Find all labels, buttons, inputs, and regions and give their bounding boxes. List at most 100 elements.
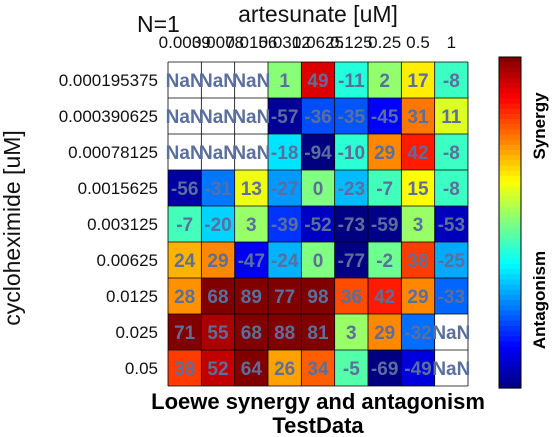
cell-value: 0 — [313, 179, 324, 200]
heatmap-cell — [368, 62, 402, 98]
colorbar-segment — [499, 269, 521, 275]
cell-value: -35 — [338, 107, 366, 128]
cell-value: -27 — [271, 179, 298, 200]
x-tick-label: 0.0312 — [259, 33, 311, 52]
cell-value: 88 — [274, 323, 295, 344]
heatmap-cell — [334, 62, 368, 98]
heatmap-cell — [268, 62, 302, 98]
heatmap-cell — [434, 62, 468, 98]
cell-value: 36 — [341, 287, 362, 308]
cell-value: 3 — [346, 323, 357, 344]
colorbar-segment — [499, 382, 521, 389]
colorbar-segment — [499, 113, 521, 120]
heatmap-cell — [234, 98, 268, 134]
colorbar-segment — [499, 238, 521, 244]
y-tick-label: 0.0125 — [106, 287, 158, 306]
cell-value: 2 — [379, 71, 390, 92]
cell-value: -73 — [338, 215, 365, 236]
heatmap-cell — [368, 350, 402, 386]
colorbar-segment — [499, 212, 521, 218]
cell-value: -11 — [338, 71, 365, 92]
heatmap-cell — [168, 278, 202, 314]
cell-value: 11 — [441, 107, 462, 128]
y-tick-label: 0.025 — [115, 323, 158, 342]
heatmap-cell — [401, 134, 435, 170]
colorbar-segment — [499, 284, 521, 291]
heatmap-cell — [234, 242, 268, 278]
chart-subtitle: TestData — [272, 413, 364, 437]
cell-value: -23 — [338, 179, 365, 200]
heatmap-grid — [167, 61, 469, 387]
heatmap-cell — [401, 98, 435, 134]
cell-value: -45 — [371, 107, 399, 128]
cell-value: -8 — [443, 143, 460, 164]
colorbar-segment — [499, 155, 521, 162]
heatmap-cell — [234, 314, 268, 350]
cell-value: 3 — [246, 215, 257, 236]
cell-value: -5 — [343, 359, 360, 380]
cell-value: 81 — [307, 323, 329, 344]
heatmap-cell — [301, 206, 335, 242]
heatmap-cell — [434, 314, 468, 350]
heatmap-cell — [368, 206, 402, 242]
colorbar-segment — [499, 196, 521, 203]
y-tick-label: 0.00625 — [97, 251, 158, 270]
x-tick-label: 0.0039 — [159, 33, 211, 52]
colorbar-frame — [498, 56, 522, 389]
colorbar-segment — [499, 150, 521, 156]
colorbar-segment — [499, 253, 521, 260]
heatmap-cell — [334, 170, 368, 206]
cell-value: -53 — [438, 215, 465, 236]
heatmap-cell — [401, 206, 435, 242]
heatmap-cell — [401, 242, 435, 278]
heatmap-cell — [201, 170, 235, 206]
cell-value: -77 — [338, 251, 365, 272]
cell-value: 0 — [313, 251, 324, 272]
cell-value: NaN — [432, 323, 470, 344]
colorbar-segment — [499, 181, 521, 187]
annotation-n: N=1 — [137, 11, 180, 37]
cell-value: NaN — [199, 107, 237, 128]
cell-value: 17 — [407, 71, 428, 92]
chart-title: Loewe synergy and antagonism — [151, 389, 485, 414]
heatmap-cell — [368, 314, 402, 350]
heatmap-cell — [434, 98, 468, 134]
colorbar-label-top: Synergy — [530, 92, 549, 160]
cell-value: -94 — [304, 143, 332, 164]
y-tick-labels: 0.000195375 0.000390625 0.00078125 0.001562… — [59, 71, 158, 378]
colorbar-segment — [499, 351, 521, 358]
heatmap-cell — [168, 134, 202, 170]
x-tick-label: 0.25 — [368, 33, 401, 52]
cell-value: -47 — [238, 251, 265, 272]
colorbar-segment — [499, 227, 521, 234]
colorbar-segment — [499, 362, 521, 368]
x-axis-label: artesunate [uM] — [238, 1, 398, 27]
cell-value: 3 — [413, 215, 424, 236]
heatmap-cell — [168, 98, 202, 134]
colorbar — [498, 56, 522, 389]
colorbar-segment — [499, 356, 521, 363]
cell-value: NaN — [199, 71, 237, 92]
heatmap-cell — [168, 350, 202, 386]
colorbar-segment — [499, 300, 521, 306]
cell-value: -7 — [176, 215, 193, 236]
colorbar-segment — [499, 346, 521, 353]
heatmap-cell — [268, 134, 302, 170]
cell-value: -10 — [338, 143, 365, 164]
colorbar-segment — [499, 320, 521, 327]
cell-value: 29 — [374, 143, 395, 164]
heatmap-cell — [401, 278, 435, 314]
colorbar-segment — [499, 67, 521, 74]
cell-value: 55 — [207, 323, 229, 344]
heatmap-cell — [168, 314, 202, 350]
heatmap-cell — [334, 350, 368, 386]
cell-value: 98 — [307, 287, 328, 308]
cell-value: -18 — [271, 143, 298, 164]
heatmap-cell — [434, 278, 468, 314]
colorbar-segment — [499, 206, 521, 213]
colorbar-segment — [499, 315, 521, 322]
colorbar-segment — [499, 341, 521, 348]
heatmap-cell — [168, 206, 202, 242]
cell-value: 38 — [174, 359, 195, 380]
